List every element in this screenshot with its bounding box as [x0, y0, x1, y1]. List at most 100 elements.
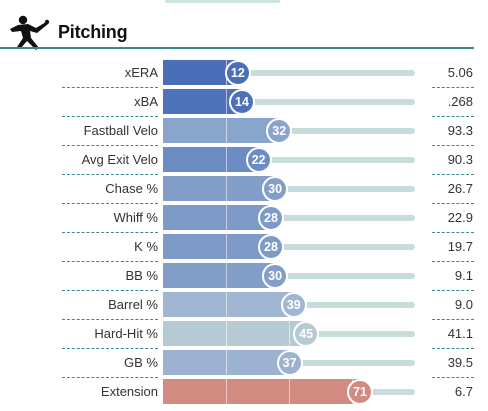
- metric-label: Avg Exit Velo: [81, 152, 158, 167]
- metric-label: Barrel %: [108, 297, 158, 312]
- percentile-track: [163, 244, 415, 250]
- percentile-track: [163, 70, 415, 76]
- metric-value: 19.7: [447, 239, 473, 254]
- metric-label: K %: [134, 239, 158, 254]
- row-divider: [62, 348, 158, 349]
- row-divider: [62, 116, 158, 117]
- row-divider: [432, 232, 474, 233]
- metric-value: 41.1: [447, 326, 473, 341]
- metric-value: 5.06: [447, 65, 473, 80]
- metric-row: BB % 30 9.1: [0, 261, 488, 290]
- metric-value: 22.9: [447, 210, 473, 225]
- metric-row: Whiff % 28 22.9: [0, 203, 488, 232]
- percentile-bar: [163, 321, 307, 346]
- percentile-bar: [163, 292, 294, 317]
- percentile-bar: [163, 350, 290, 375]
- bar-gridline: [226, 89, 227, 114]
- row-divider: [432, 87, 474, 88]
- pitcher-icon: [10, 15, 50, 50]
- metric-row: Fastball Velo 32 93.3: [0, 116, 488, 145]
- metric-value: .268: [447, 94, 473, 109]
- metric-row: Chase % 30 26.7: [0, 174, 488, 203]
- row-divider: [62, 174, 158, 175]
- percentile-bar: [163, 89, 242, 114]
- percentile-badge: 30: [262, 176, 289, 202]
- metric-label: Hard-Hit %: [94, 326, 158, 341]
- percentile-badge: 37: [276, 350, 303, 376]
- percentile-bar: [163, 118, 280, 143]
- percentile-track: [163, 186, 415, 192]
- row-divider: [62, 290, 158, 291]
- percentile-badge: 22: [245, 147, 272, 173]
- row-divider: [62, 319, 158, 320]
- metric-value: 93.3: [447, 123, 473, 138]
- metric-value: 9.1: [454, 268, 473, 283]
- metric-value: 9.0: [454, 297, 473, 312]
- bar-gridline: [226, 321, 227, 346]
- percentile-bar: [163, 147, 259, 172]
- percentile-badge: 71: [346, 379, 373, 405]
- percentile-track: [163, 273, 415, 279]
- row-divider: [432, 348, 474, 349]
- row-divider: [62, 145, 158, 146]
- metric-row: xERA 12 5.06: [0, 58, 488, 87]
- row-divider: [432, 174, 474, 175]
- bar-gridline: [226, 205, 227, 230]
- bar-gridline: [289, 321, 290, 346]
- bar-gridline: [226, 234, 227, 259]
- metric-row: Hard-Hit % 45 41.1: [0, 319, 488, 348]
- metric-label: Fastball Velo: [83, 123, 158, 138]
- percentile-bar: [163, 263, 276, 288]
- metric-label: xERA: [124, 65, 158, 80]
- metric-row: Extension 71 6.7: [0, 377, 488, 406]
- metric-value: 90.3: [447, 152, 473, 167]
- percentile-bar: [163, 205, 271, 230]
- metric-label: Chase %: [105, 181, 158, 196]
- row-divider: [432, 290, 474, 291]
- percentile-badge: 14: [228, 89, 255, 115]
- title-rule: [0, 47, 474, 49]
- metric-label: Extension: [100, 384, 158, 399]
- metric-label: BB %: [125, 268, 158, 283]
- bar-gridline: [289, 379, 290, 404]
- metric-value: 26.7: [447, 181, 473, 196]
- bar-gridline: [226, 176, 227, 201]
- row-divider: [432, 261, 474, 262]
- bar-gridline: [226, 292, 227, 317]
- row-divider: [432, 145, 474, 146]
- metric-label: xBA: [134, 94, 158, 109]
- top-tab-indicator: [165, 0, 280, 3]
- row-divider: [62, 87, 158, 88]
- percentile-bar: [163, 176, 276, 201]
- bar-gridline: [226, 147, 227, 172]
- percentile-badge: 12: [224, 60, 251, 86]
- row-divider: [62, 203, 158, 204]
- metric-label: GB %: [124, 355, 158, 370]
- bar-gridline: [226, 263, 227, 288]
- bar-gridline: [226, 379, 227, 404]
- row-divider: [432, 377, 474, 378]
- percentile-bar: [163, 379, 360, 404]
- row-divider: [62, 232, 158, 233]
- row-divider: [432, 203, 474, 204]
- percentile-badge: 30: [262, 263, 289, 289]
- percentile-badge: 28: [257, 205, 284, 231]
- percentile-badge: 39: [280, 292, 307, 318]
- row-divider: [62, 377, 158, 378]
- metric-row: K % 28 19.7: [0, 232, 488, 261]
- section-header: Pitching: [0, 0, 488, 50]
- section-title: Pitching: [58, 22, 128, 42]
- row-divider: [432, 116, 474, 117]
- percentile-track: [163, 215, 415, 221]
- percentile-badge: 28: [257, 234, 284, 260]
- bar-gridline: [226, 350, 227, 375]
- metric-value: 39.5: [447, 355, 473, 370]
- metric-row: xBA 14 .268: [0, 87, 488, 116]
- metric-row: Barrel % 39 9.0: [0, 290, 488, 319]
- metric-row: Avg Exit Velo 22 90.3: [0, 145, 488, 174]
- metric-row: GB % 37 39.5: [0, 348, 488, 377]
- percentile-badge: 32: [266, 118, 293, 144]
- percentile-badge: 45: [293, 321, 320, 347]
- metric-label: Whiff %: [113, 210, 158, 225]
- row-divider: [62, 261, 158, 262]
